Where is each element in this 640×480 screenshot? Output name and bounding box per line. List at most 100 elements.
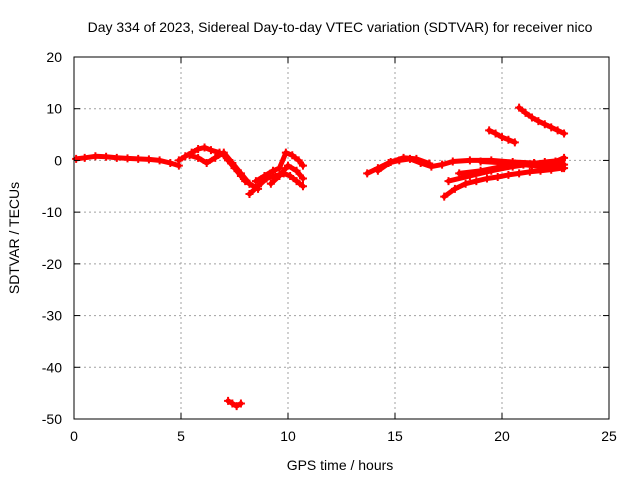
series-early-flat [72, 152, 183, 170]
data-point [412, 154, 421, 163]
data-point [491, 129, 500, 138]
data-point [112, 153, 121, 162]
series-hump-a [174, 143, 254, 188]
data-point [211, 153, 220, 162]
x-tick-label: 0 [70, 428, 78, 444]
chart-title: Day 334 of 2023, Sidereal Day-to-day VTE… [88, 19, 593, 35]
data-point [286, 171, 295, 180]
data-point [450, 184, 459, 193]
data-point [284, 161, 292, 170]
data-point [444, 177, 453, 186]
plot-frame [73, 56, 610, 420]
data-point [254, 182, 263, 191]
data-point [476, 157, 485, 166]
data-point [540, 120, 549, 129]
series-late-rise [440, 164, 566, 201]
series-mid-arc-2 [373, 153, 434, 175]
data-point [80, 153, 89, 162]
data-point [557, 164, 566, 173]
y-tick-label: -20 [42, 256, 62, 272]
data-point [298, 161, 307, 170]
data-point [275, 164, 284, 173]
data-point [232, 402, 241, 411]
data-point [465, 171, 474, 180]
data-point [560, 129, 569, 138]
series-dip [224, 396, 245, 411]
data-point [174, 156, 183, 165]
y-axis-label: SDTVAR / TECUs [6, 182, 22, 294]
data-point [123, 154, 132, 163]
x-axis-label: GPS time / hours [287, 457, 394, 473]
data-point [373, 166, 382, 175]
data-point [547, 165, 556, 174]
data-point [425, 159, 434, 168]
data-point [560, 153, 569, 162]
data-point [487, 166, 496, 175]
series-band [225, 398, 244, 409]
data-point [288, 151, 297, 160]
data-point [202, 159, 211, 168]
data-point [485, 126, 494, 135]
y-tick-label: 20 [46, 49, 62, 65]
data-point [245, 190, 254, 199]
data-point [102, 152, 111, 161]
data-point [260, 171, 269, 180]
data-point [498, 133, 506, 142]
data-point [515, 103, 524, 112]
data-point [515, 169, 524, 178]
data-point [144, 155, 153, 164]
data-point [534, 117, 543, 126]
data-point [448, 157, 457, 166]
series-wave-c [245, 169, 307, 199]
data-point [194, 153, 203, 162]
data-point [91, 152, 100, 161]
data-point [438, 160, 447, 169]
data-point [547, 123, 556, 132]
data-point [386, 157, 395, 166]
series-fan-1 [444, 153, 569, 186]
data-point [228, 159, 237, 168]
data-point [298, 174, 307, 183]
data-point [224, 396, 233, 405]
data-point [292, 177, 301, 186]
data-point [194, 145, 203, 154]
x-tick-label: 20 [494, 428, 510, 444]
data-point [281, 148, 290, 157]
data-point [219, 148, 228, 157]
data-point [72, 154, 81, 163]
data-point [493, 172, 502, 181]
y-tick-label: -30 [42, 308, 62, 324]
data-point [530, 159, 539, 168]
data-point [521, 108, 530, 117]
grid-lines [74, 57, 609, 419]
series-hump-b [185, 148, 263, 193]
data-point [472, 177, 481, 186]
data-point [275, 171, 284, 180]
series-high-long [515, 103, 569, 138]
data-point [536, 166, 545, 175]
series-high-short [485, 126, 519, 147]
y-tick-label: -10 [42, 204, 62, 220]
data-point [363, 169, 372, 178]
x-tick-label: 10 [280, 428, 296, 444]
data-point [251, 177, 260, 186]
data-point [294, 156, 303, 165]
series-wave-e [266, 161, 307, 188]
data-point [134, 154, 143, 163]
data-point [185, 151, 194, 160]
data-point [551, 157, 560, 166]
data-point [206, 146, 215, 155]
x-tick-label: 5 [177, 428, 185, 444]
x-tick-label: 25 [601, 428, 617, 444]
data-point [245, 179, 254, 188]
data-point [504, 170, 513, 179]
data-point [228, 399, 237, 408]
data-point [504, 135, 513, 144]
x-tick-label: 15 [387, 428, 403, 444]
data-point [527, 113, 536, 122]
data-point [200, 143, 209, 152]
data-point [483, 174, 492, 183]
data-point [465, 156, 474, 165]
y-tick-label: 0 [54, 152, 62, 168]
